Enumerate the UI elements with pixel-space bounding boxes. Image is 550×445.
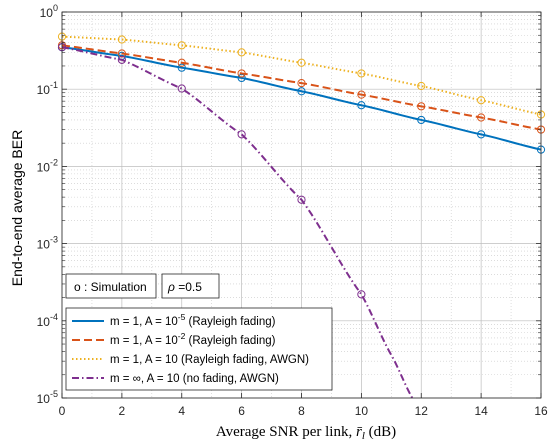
y-tick-label: 100	[40, 3, 58, 20]
rho-annotation-box: ρ =0.5	[161, 273, 220, 299]
simulation-marker	[177, 63, 186, 72]
simulation-marker	[357, 69, 366, 78]
y-tick-labels: 100 10-1 10-2 10-3 10-4 10-5	[37, 3, 58, 406]
y-tick-label: 10-5	[37, 389, 58, 406]
legend-entry-text: m = 1, A = 10-2 (Rayleigh fading)	[110, 331, 276, 347]
x-tick-label: 16	[534, 404, 548, 418]
simulation-marker	[237, 48, 246, 57]
series-line-m-a-10-no-fading-awgn	[61, 46, 414, 399]
simulation-marker	[357, 101, 366, 110]
simulation-marker	[177, 41, 186, 50]
simulation-marker	[477, 113, 486, 122]
simulation-marker	[297, 195, 306, 204]
simulation-marker	[117, 49, 126, 58]
x-tick-label: 12	[415, 404, 429, 418]
rho-annotation-text: ρ =0.5	[167, 280, 202, 294]
simulation-annotation-text: o : Simulation	[74, 280, 147, 294]
simulation-marker	[477, 130, 486, 139]
y-axis-label: End-to-end average BER	[9, 130, 25, 286]
simulation-marker	[177, 58, 186, 67]
x-tick-label: 10	[355, 404, 369, 418]
simulation-marker	[117, 35, 126, 44]
simulation-marker	[297, 58, 306, 67]
x-tick-label: 14	[474, 404, 488, 418]
simulation-marker	[477, 96, 486, 105]
legend-entry-text: m = 1, A = 10 (Rayleigh fading, AWGN)	[110, 354, 309, 366]
y-tick-label: 10-2	[37, 157, 58, 174]
simulation-marker	[417, 102, 426, 111]
simulation-marker	[237, 69, 246, 78]
simulation-marker	[177, 84, 186, 93]
legend-entry-text: m = ∞, A = 10 (no fading, AWGN)	[110, 373, 279, 385]
simulation-marker	[357, 90, 366, 99]
x-axis-label: Average SNR per link, r̄l (dB)	[216, 424, 396, 442]
simulation-marker	[297, 78, 306, 88]
simulation-marker	[417, 115, 426, 125]
tick-marks	[61, 11, 542, 399]
y-tick-label: 10-4	[37, 312, 58, 329]
x-tick-label: 2	[119, 404, 126, 418]
series-lines	[57, 32, 546, 399]
legend-entry-text: m = 1, A = 10-5 (Rayleigh fading)	[110, 312, 276, 328]
series-line-m-1-a-10-5-rayleigh-fading	[61, 46, 542, 151]
simulation-marker	[297, 87, 306, 96]
series-line-m-1-a-10-rayleigh-fading-awgn	[61, 35, 542, 116]
legend: m = 1, A = 10-5 (Rayleigh fading) m = 1, …	[65, 307, 333, 391]
simulation-marker	[417, 81, 426, 91]
simulation-marker	[237, 130, 246, 139]
y-tick-label: 10-3	[37, 235, 58, 252]
simulation-marker	[357, 290, 366, 299]
x-tick-label: 8	[298, 404, 305, 418]
y-tick-label: 10-1	[37, 80, 58, 97]
series-line-m-1-a-10-2-rayleigh-fading	[61, 44, 542, 131]
simulation-marker	[117, 55, 126, 64]
x-tick-label: 6	[238, 404, 245, 418]
simulation-annotation-box: o : Simulation	[65, 273, 157, 299]
x-tick-labels: 0 2 4 6 8 10 12 14 16	[59, 404, 548, 418]
x-tick-label: 0	[59, 404, 66, 418]
x-tick-label: 4	[178, 404, 185, 418]
